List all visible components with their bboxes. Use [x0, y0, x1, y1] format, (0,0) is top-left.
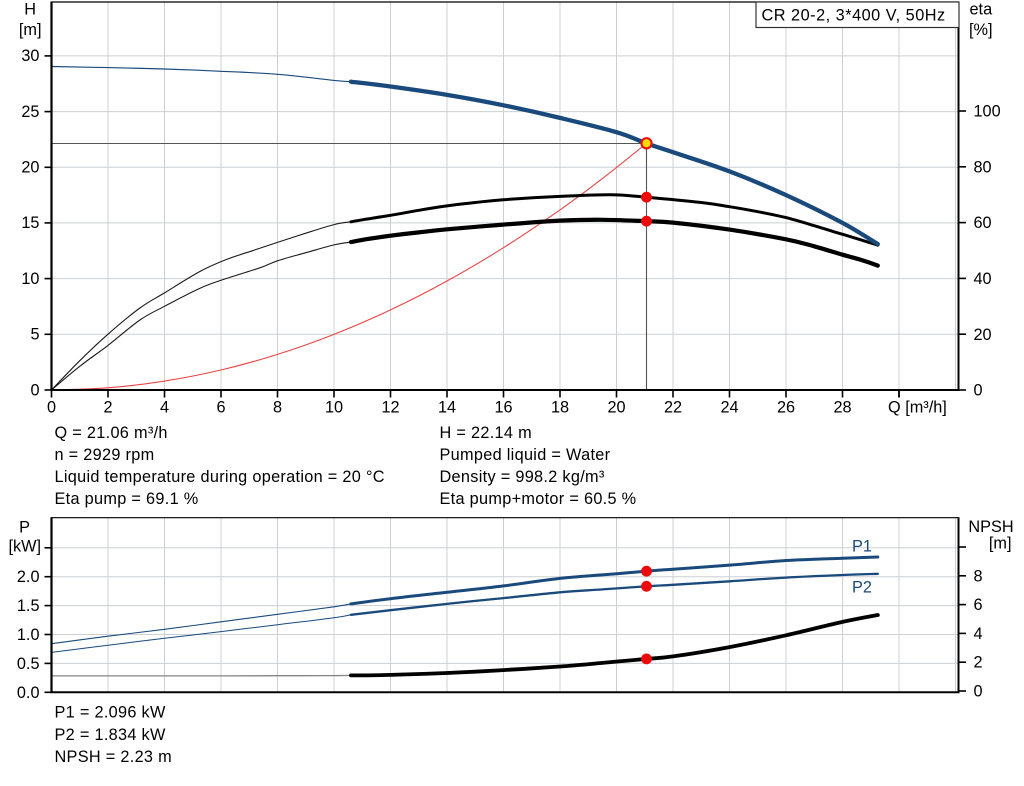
svg-text:0: 0 — [30, 381, 39, 399]
svg-text:15: 15 — [21, 214, 39, 232]
svg-text:16: 16 — [494, 399, 512, 417]
svg-text:4: 4 — [160, 399, 169, 417]
svg-text:8: 8 — [974, 567, 983, 585]
svg-text:2: 2 — [103, 399, 112, 417]
svg-text:Eta pump = 69.1 %: Eta pump = 69.1 % — [55, 490, 199, 508]
svg-text:0.0: 0.0 — [17, 684, 40, 702]
svg-text:20: 20 — [607, 399, 625, 417]
svg-text:Liquid temperature during oper: Liquid temperature during operation = 20… — [55, 468, 385, 486]
svg-text:1.0: 1.0 — [17, 626, 40, 644]
svg-text:NPSH = 2.23 m: NPSH = 2.23 m — [55, 748, 172, 766]
svg-text:[m]: [m] — [19, 21, 42, 39]
svg-text:P1 = 2.096 kW: P1 = 2.096 kW — [55, 704, 166, 722]
svg-text:P2 = 1.834 kW: P2 = 1.834 kW — [55, 726, 166, 744]
svg-text:40: 40 — [974, 270, 992, 288]
svg-text:5: 5 — [30, 326, 39, 344]
svg-text:0: 0 — [974, 683, 983, 701]
svg-text:22: 22 — [664, 399, 682, 417]
svg-text:2.0: 2.0 — [17, 568, 40, 586]
svg-text:P2: P2 — [852, 579, 872, 597]
svg-text:26: 26 — [777, 399, 795, 417]
svg-text:eta: eta — [970, 1, 994, 19]
svg-text:10: 10 — [21, 270, 39, 288]
svg-text:6: 6 — [216, 399, 225, 417]
svg-text:Q [m³/h]: Q [m³/h] — [888, 399, 947, 417]
svg-text:2: 2 — [974, 654, 983, 672]
svg-text:14: 14 — [438, 399, 456, 417]
svg-text:24: 24 — [720, 399, 738, 417]
svg-text:6: 6 — [974, 596, 983, 614]
svg-text:10: 10 — [325, 399, 343, 417]
svg-text:20: 20 — [21, 159, 39, 177]
svg-text:30: 30 — [21, 47, 39, 65]
svg-text:0: 0 — [47, 399, 56, 417]
svg-text:28: 28 — [833, 399, 851, 417]
svg-text:12: 12 — [381, 399, 399, 417]
svg-text:8: 8 — [273, 399, 282, 417]
svg-text:NPSH: NPSH — [968, 518, 1013, 536]
svg-text:H = 22.14 m: H = 22.14 m — [440, 424, 532, 442]
svg-text:Eta pump+motor = 60.5 %: Eta pump+motor = 60.5 % — [440, 490, 637, 508]
svg-text:P1: P1 — [852, 538, 872, 556]
svg-text:18: 18 — [551, 399, 569, 417]
svg-text:Density = 998.2 kg/m³: Density = 998.2 kg/m³ — [440, 468, 605, 486]
svg-text:100: 100 — [974, 103, 1001, 121]
svg-text:25: 25 — [21, 103, 39, 121]
svg-text:60: 60 — [974, 214, 992, 232]
svg-text:Q = 21.06 m³/h: Q = 21.06 m³/h — [55, 424, 168, 442]
svg-text:Pumped liquid = Water: Pumped liquid = Water — [440, 446, 611, 464]
svg-text:4: 4 — [974, 625, 983, 643]
svg-text:0.5: 0.5 — [17, 655, 40, 673]
svg-text:H: H — [24, 1, 36, 19]
svg-text:20: 20 — [974, 326, 992, 344]
svg-text:1.5: 1.5 — [17, 597, 40, 615]
svg-text:n = 2929 rpm: n = 2929 rpm — [55, 446, 155, 464]
svg-text:CR 20-2, 3*400 V, 50Hz: CR 20-2, 3*400 V, 50Hz — [762, 7, 946, 25]
svg-text:0: 0 — [974, 382, 983, 400]
svg-text:[%]: [%] — [969, 21, 993, 39]
svg-text:80: 80 — [974, 158, 992, 176]
svg-text:P: P — [19, 519, 30, 537]
svg-text:[kW]: [kW] — [8, 538, 41, 556]
svg-text:[m]: [m] — [989, 535, 1012, 553]
